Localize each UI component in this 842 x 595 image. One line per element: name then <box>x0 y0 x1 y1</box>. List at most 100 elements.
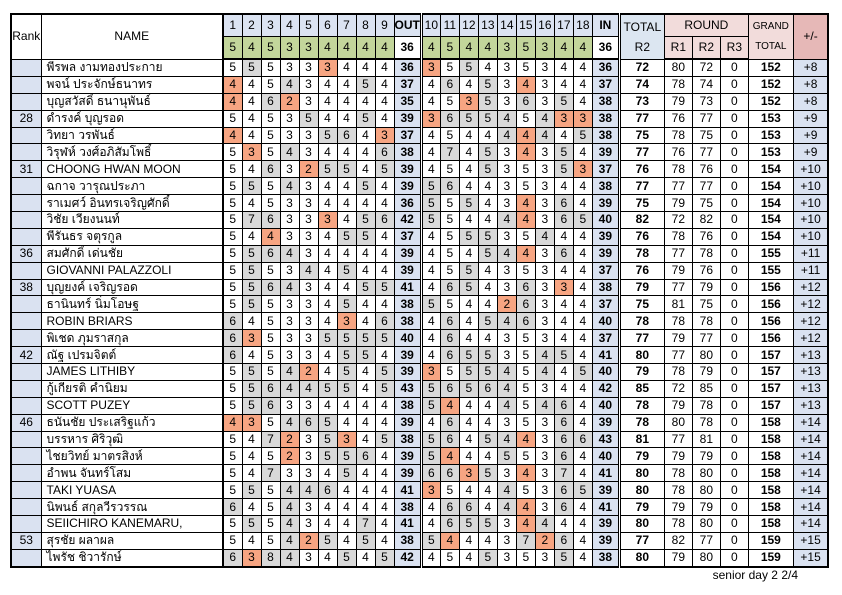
hole-score-cell: 5 <box>572 126 593 145</box>
hole-score-cell: 6 <box>515 92 536 111</box>
hole-score-cell: 4 <box>317 261 338 280</box>
hole-score-cell: 5 <box>260 126 281 145</box>
hole-score-cell: 6 <box>553 413 574 432</box>
hole-score-cell: 6 <box>222 548 243 568</box>
grand-total-header: GRAND TOTAL <box>747 13 794 60</box>
round-r3-cell: 0 <box>719 194 749 213</box>
hole-score-cell: 5 <box>241 379 262 398</box>
round-r3-cell: 0 <box>719 481 749 500</box>
total-r2-cell: 72 <box>617 58 665 77</box>
round-r3-cell: 0 <box>719 515 749 533</box>
hole-score-cell: 3 <box>298 295 319 314</box>
hole-score-cell: 4 <box>260 227 281 246</box>
plus-minus-cell: +11 <box>792 261 829 280</box>
round-r2-cell: 74 <box>691 75 721 94</box>
hole-score-cell: 4 <box>419 498 441 517</box>
hole-score-cell: 3 <box>279 160 300 179</box>
round-r2-cell: 80 <box>691 464 721 483</box>
hole-score-cell: 5 <box>374 329 395 348</box>
grand-total-cell: 153 <box>747 109 794 128</box>
round-r2-cell: 80 <box>691 515 721 533</box>
player-name-cell: บุญยงค์ เจริญรอด <box>40 278 224 297</box>
hole-score-cell: 4 <box>572 75 593 94</box>
hole-score-cell: 4 <box>336 396 357 415</box>
rank-cell: 53 <box>10 531 42 550</box>
rank-cell <box>10 58 42 77</box>
hole-score-cell: 4 <box>458 430 479 449</box>
hole-score-cell: 5 <box>260 515 281 533</box>
grand-total-cell: 153 <box>747 143 794 162</box>
hole-score-cell: 3 <box>572 160 593 179</box>
hole-score-cell: 4 <box>439 447 460 466</box>
hole-score-cell: 6 <box>572 430 593 449</box>
out-total-cell: 39 <box>393 346 422 365</box>
hole-score-cell: 3 <box>496 413 517 432</box>
hole-score-cell: 3 <box>241 548 262 568</box>
hole-score-cell: 5 <box>260 109 281 128</box>
hole-score-cell: 4 <box>355 261 376 280</box>
hole-score-cell: 5 <box>260 58 281 77</box>
round-r2-cell: 80 <box>691 548 721 568</box>
plus-minus-cell: +14 <box>792 464 829 483</box>
hole-score-cell: 3 <box>419 481 441 500</box>
hole-score-cell: 4 <box>336 498 357 517</box>
hole-score-cell: 4 <box>355 464 376 483</box>
hole-score-cell: 6 <box>553 498 574 517</box>
round-r2-cell: 77 <box>691 329 721 348</box>
hole-score-cell: 3 <box>534 75 555 94</box>
round-r2-cell: 78 <box>691 413 721 432</box>
hole-score-cell: 5 <box>355 211 376 229</box>
in-total-cell: 39 <box>591 244 620 263</box>
round-r2-cell: 77 <box>691 143 721 162</box>
hole-number-header: 13 <box>477 13 498 37</box>
hole-score-cell: 6 <box>439 312 460 331</box>
hole-score-cell: 5 <box>355 346 376 365</box>
hole-score-cell: 4 <box>477 194 498 213</box>
round-r2-cell: 80 <box>691 481 721 500</box>
hole-score-cell: 5 <box>458 363 479 381</box>
hole-score-cell: 5 <box>317 379 338 398</box>
hole-score-cell: 5 <box>374 548 395 568</box>
hole-score-cell: 5 <box>374 278 395 297</box>
hole-score-cell: 4 <box>515 498 536 517</box>
hole-score-cell: 3 <box>534 447 555 466</box>
total-r2-cell: 75 <box>617 194 665 213</box>
hole-score-cell: 4 <box>515 464 536 483</box>
hole-score-cell: 4 <box>355 498 376 517</box>
hole-score-cell: 4 <box>374 109 395 128</box>
hole-score-cell: 5 <box>317 329 338 348</box>
scorecard-sheet: Rank NAME 1 2 3 4 5 6 7 8 9 OUT 10 11 12 13 14 15 16 17 18 IN… <box>10 13 830 568</box>
hole-score-cell: 5 <box>477 109 498 128</box>
hole-score-cell: 4 <box>419 515 441 533</box>
grand-total-cell: 154 <box>747 177 794 196</box>
hole-score-cell: 5 <box>374 430 395 449</box>
hole-score-cell: 4 <box>496 211 517 229</box>
hole-score-cell: 6 <box>439 413 460 432</box>
hole-score-cell: 3 <box>298 329 319 348</box>
par-value: 3 <box>298 36 319 60</box>
hole-score-cell: 4 <box>515 430 536 449</box>
player-name-cell: ฉกาจ วารุณประภา <box>40 177 224 196</box>
total-r2-cell: 80 <box>617 346 665 365</box>
hole-score-cell: 6 <box>222 498 243 517</box>
hole-score-cell: 4 <box>355 244 376 263</box>
grand-total-cell: 154 <box>747 227 794 246</box>
grand-total-cell: 159 <box>747 531 794 550</box>
hole-score-cell: 5 <box>553 92 574 111</box>
hole-score-cell: 4 <box>241 531 262 550</box>
round-r1-cell: 82 <box>663 531 693 550</box>
hole-score-cell: 4 <box>419 92 441 111</box>
hole-score-cell: 4 <box>317 278 338 297</box>
hole-score-cell: 4 <box>419 244 441 263</box>
grand-total-cell: 154 <box>747 211 794 229</box>
hole-score-cell: 3 <box>279 194 300 213</box>
player-row: 42 ณัฐ เปรมจิตต์ 6 4 5 3 3 4 5 5 4 39 4 6 5 5 3 5 4 5 4 41 80 7… <box>10 346 829 365</box>
round-r3-cell: 0 <box>719 261 749 280</box>
hole-score-cell: 4 <box>553 126 574 145</box>
player-name-cell: พจน์ ประจักษ์ธนาทร <box>40 75 224 94</box>
out-total-cell: 41 <box>393 278 422 297</box>
grand-total-cell: 152 <box>747 75 794 94</box>
rank-cell <box>10 498 42 517</box>
hole-score-cell: 4 <box>317 244 338 263</box>
hole-score-cell: 5 <box>553 548 574 568</box>
